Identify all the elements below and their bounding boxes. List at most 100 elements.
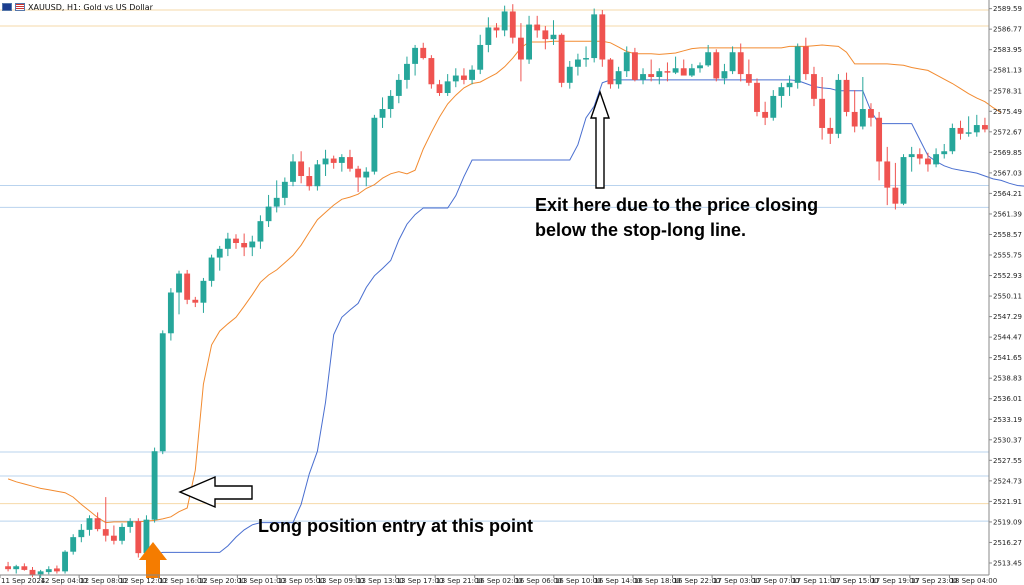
candle-body bbox=[550, 34, 557, 40]
candle-body bbox=[843, 79, 850, 112]
candle-body bbox=[859, 109, 866, 127]
candle bbox=[933, 148, 940, 168]
candle bbox=[680, 59, 687, 76]
candle bbox=[574, 53, 581, 76]
candle bbox=[330, 155, 337, 169]
candle bbox=[794, 43, 801, 89]
price-tick-label: 2527.55 bbox=[993, 457, 1022, 465]
candle bbox=[648, 59, 655, 82]
candle bbox=[53, 565, 60, 574]
candle bbox=[404, 56, 410, 89]
chart-title: XAUUSD, H1: Gold vs US Dollar bbox=[28, 2, 153, 12]
indicator-lines bbox=[7, 40, 1024, 563]
candle bbox=[656, 68, 663, 85]
candle-body bbox=[754, 82, 760, 112]
candle bbox=[534, 15, 541, 38]
time-tick-label: 16 Sep 18:00 bbox=[634, 577, 681, 585]
candle bbox=[591, 8, 598, 63]
candle bbox=[941, 143, 948, 159]
candle bbox=[721, 63, 728, 85]
candle-body bbox=[688, 68, 695, 76]
candle bbox=[672, 56, 679, 75]
price-tick-label: 2533.19 bbox=[993, 416, 1022, 424]
candle-body bbox=[623, 52, 630, 72]
price-tick-label: 2567.03 bbox=[993, 169, 1022, 177]
candle-body bbox=[729, 52, 736, 72]
candle-body bbox=[876, 117, 883, 162]
candle-body bbox=[721, 71, 728, 79]
candle bbox=[70, 534, 77, 555]
candle bbox=[778, 82, 785, 108]
candle-body bbox=[574, 59, 581, 67]
candle bbox=[892, 162, 899, 210]
candle-body bbox=[363, 171, 370, 178]
price-tick-label: 2513.45 bbox=[993, 559, 1022, 567]
candle bbox=[623, 46, 630, 77]
candle bbox=[338, 154, 345, 172]
candle bbox=[811, 66, 817, 107]
candle bbox=[754, 78, 760, 117]
candle-body bbox=[542, 30, 549, 40]
candle-body bbox=[135, 521, 142, 554]
price-tick-label: 2524.73 bbox=[993, 477, 1022, 485]
candle-body bbox=[273, 197, 280, 207]
candle bbox=[151, 447, 158, 523]
candle-body bbox=[37, 571, 44, 575]
candle-body bbox=[591, 14, 598, 59]
upper-band-line bbox=[7, 40, 1002, 524]
candle-body bbox=[281, 181, 288, 198]
time-tick-label: 11 Sep 2024 bbox=[1, 577, 46, 585]
candle bbox=[371, 114, 378, 175]
candle bbox=[697, 62, 703, 73]
candle bbox=[45, 566, 52, 575]
candle bbox=[599, 10, 606, 67]
candle bbox=[412, 44, 419, 76]
candle bbox=[884, 146, 891, 206]
candle-body bbox=[5, 566, 12, 570]
time-tick-label: 13 Sep 17:00 bbox=[397, 577, 444, 585]
candle-body bbox=[428, 58, 435, 85]
exit-annotation: Exit here due to the price closing below… bbox=[535, 193, 818, 243]
candle-body bbox=[477, 44, 484, 70]
candle bbox=[387, 90, 394, 118]
stop-long-line bbox=[146, 79, 1024, 563]
candle bbox=[493, 23, 500, 38]
time-tick-label: 12 Sep 12:00 bbox=[120, 577, 167, 585]
candle-body bbox=[355, 168, 362, 178]
candle-body bbox=[485, 27, 492, 45]
candle bbox=[558, 33, 565, 88]
candle-body bbox=[70, 537, 77, 552]
time-tick-label: 13 Sep 13:00 bbox=[357, 577, 404, 585]
candle bbox=[159, 330, 166, 455]
candle bbox=[981, 117, 988, 133]
candle-body bbox=[526, 24, 532, 60]
candle-body bbox=[330, 158, 337, 163]
candle-body bbox=[45, 569, 52, 573]
price-tick-label: 2572.67 bbox=[993, 128, 1022, 136]
candle-body bbox=[672, 68, 679, 73]
candle bbox=[208, 254, 215, 287]
candle-body bbox=[176, 273, 182, 293]
time-tick-label: 12 Sep 08:00 bbox=[80, 577, 127, 585]
candle-body bbox=[851, 111, 858, 127]
price-tick-label: 2581.13 bbox=[993, 67, 1022, 75]
candle-body bbox=[697, 65, 703, 69]
candle bbox=[542, 26, 549, 50]
candle bbox=[94, 512, 101, 532]
candle bbox=[859, 76, 866, 130]
price-tick-label: 2575.49 bbox=[993, 108, 1022, 116]
time-tick-label: 12 Sep 04:00 bbox=[41, 577, 88, 585]
candle-body bbox=[404, 63, 410, 80]
price-tick-label: 2521.91 bbox=[993, 498, 1022, 506]
us-flag-icon bbox=[15, 3, 25, 11]
candle-body bbox=[770, 95, 777, 118]
price-tick-label: 2550.11 bbox=[993, 293, 1022, 301]
candle-body bbox=[461, 75, 467, 80]
candle-body bbox=[705, 52, 712, 66]
candle bbox=[119, 523, 125, 545]
candle bbox=[819, 76, 826, 140]
candle bbox=[62, 550, 68, 574]
candle-body bbox=[916, 154, 923, 159]
